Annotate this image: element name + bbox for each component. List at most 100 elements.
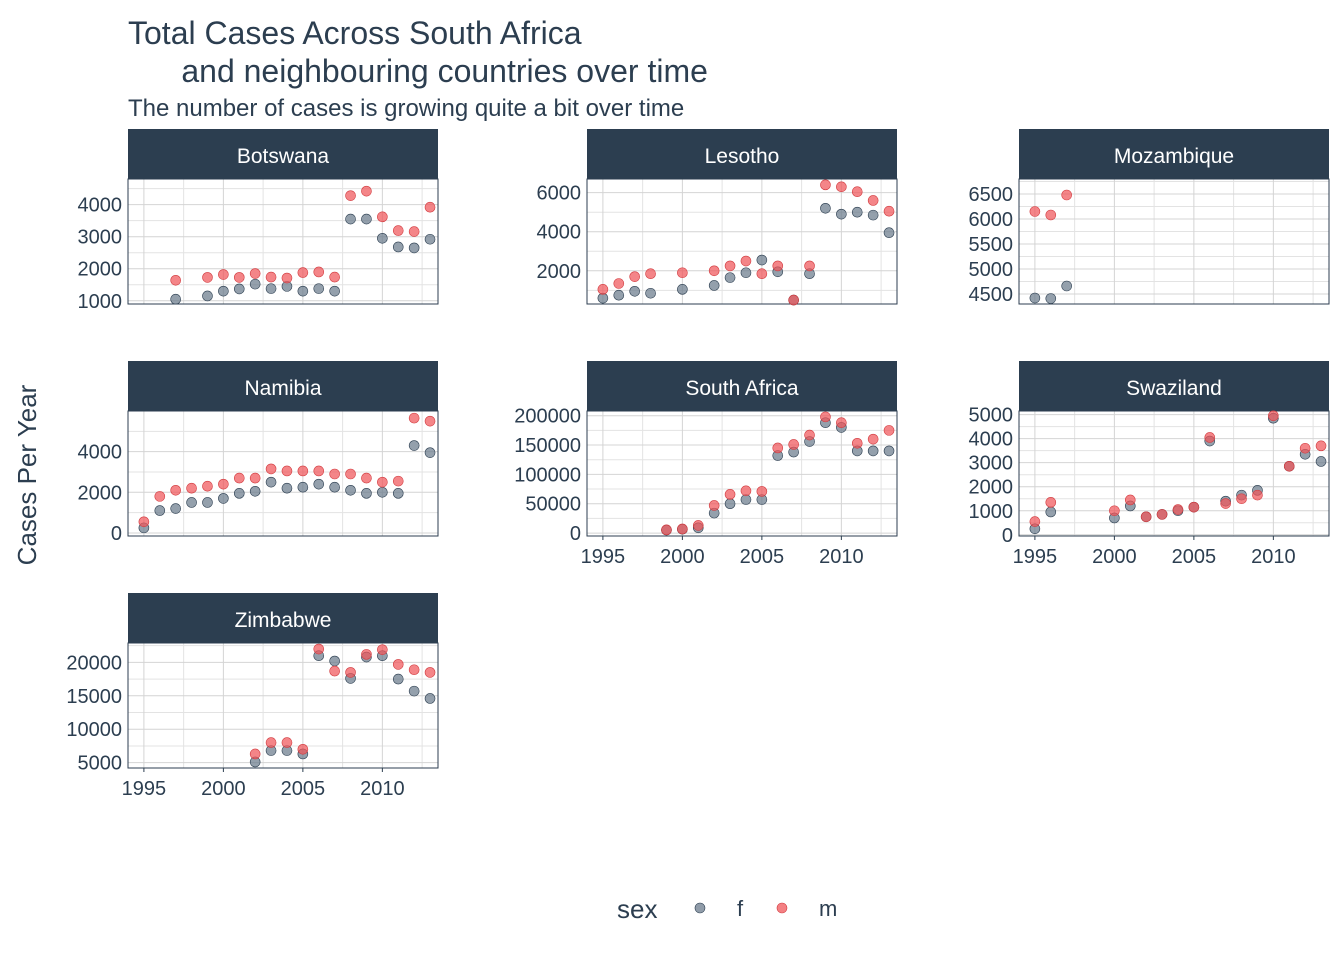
point-m [1045,209,1057,221]
point-m [1156,509,1168,520]
point-m [1061,189,1072,201]
strip-label-south-africa: South Africa [685,377,799,400]
strip-botswana [128,129,438,179]
y-tick-label: 5000 [969,405,1014,427]
point-f [756,254,768,266]
point-m [756,486,768,497]
point-m [1236,493,1247,505]
panel-botswana: Botswana 1000 2000 3000 4000 [78,129,439,313]
point-m [1283,460,1295,472]
x-tick-label: 2000 [1092,546,1137,568]
point-f [202,497,213,508]
point-m [281,465,293,477]
point-f [313,478,325,490]
y-tick-label: 5500 [969,234,1014,256]
point-f [883,227,895,239]
point-m [772,442,784,454]
point-m [1045,497,1057,508]
x-tick-label: 2005 [281,778,326,800]
panel-mozambique: Mozambique 4500 5000 5500 6000 6500 [969,129,1330,306]
point-m [170,274,181,286]
point-m [836,417,847,429]
point-f [329,655,340,667]
panel-border-swaziland [1018,410,1330,537]
point-m [329,271,340,283]
y-tick-label: 20000 [66,652,122,674]
point-f [424,447,436,458]
point-f [392,241,404,253]
point-m [233,272,245,283]
point-m [249,472,261,484]
point-f [361,213,372,225]
y-tick-label: 2000 [78,259,123,281]
y-tick-label: 150000 [514,435,581,457]
y-tick-label: 0 [1002,525,1013,547]
panel-namibia: Namibia 0 2000 4000 [78,361,439,545]
point-m [392,659,404,670]
point-m [202,272,213,283]
point-m [361,472,372,484]
y-tick-label: 5000 [969,259,1014,281]
strip-mozambique [1019,129,1329,179]
y-tick-label: 2000 [537,261,582,283]
point-m [629,271,640,282]
y-tick-label: 15000 [66,686,122,708]
y-tick-label: 200000 [514,406,581,428]
x-tick-label: 1995 [1013,546,1058,568]
y-tick-label: 4000 [78,195,123,217]
point-m [329,468,340,480]
y-axis-label: Cases Per Year [12,384,42,565]
x-tick-label: 2005 [740,546,785,568]
y-tick-label: 3000 [969,453,1014,475]
point-m [1109,505,1120,517]
chart-title: Total Cases Across South Africa and neig… [128,15,708,89]
point-f [724,272,736,283]
y-tick-label: 4500 [969,284,1014,306]
point-f [345,484,356,496]
point-m [345,667,356,678]
point-f [329,481,340,493]
y-tick-label: 6500 [969,184,1014,206]
point-f [218,285,229,297]
point-f [202,290,213,302]
point-m [883,425,895,436]
point-m [170,484,181,496]
point-f [1029,292,1041,304]
strip-label-zimbabwe: Zimbabwe [235,609,332,632]
point-f [613,289,625,301]
point-m [740,485,752,497]
point-m [361,649,372,660]
point-f [377,232,388,244]
point-f [345,213,356,225]
point-m [788,439,799,450]
y-tick-label: 6000 [969,209,1014,231]
point-m [281,737,293,748]
point-m [313,465,325,477]
x-tick-label: 2005 [1172,546,1217,568]
point-m [233,472,245,484]
point-f [329,285,340,297]
point-m [154,491,166,502]
point-f [392,673,404,685]
point-m [1204,432,1216,443]
point-f [218,493,229,504]
point-f [629,286,640,297]
point-f [170,293,181,305]
point-f [233,283,245,295]
legend-label-m: m [819,896,837,921]
y-tick-label: 10000 [66,719,122,741]
point-m [1188,501,1200,513]
point-f [377,487,388,498]
y-tick-label: 100000 [514,464,581,486]
x-tick-label: 2010 [360,778,405,800]
point-m [645,268,656,280]
point-f [249,278,261,290]
point-m [820,411,831,423]
point-f [281,482,293,494]
point-m [1315,440,1327,452]
point-m [297,743,309,755]
strip-swaziland [1019,361,1329,411]
y-tick-label: 1000 [78,291,123,313]
point-m [708,500,720,511]
legend-label-f: f [737,896,744,921]
